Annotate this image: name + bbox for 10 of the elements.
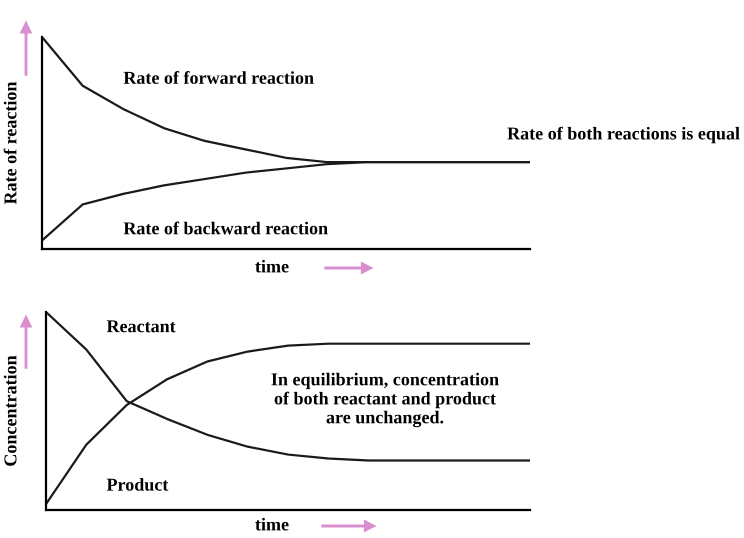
annotation: In equilibrium, concentration of both reactant and product are unchanged.: [272, 372, 499, 428]
series-label: Product: [106, 478, 168, 491]
series-label: Rate of backward reaction: [124, 222, 328, 234]
annotation: Rate of both reactions is equal: [507, 126, 740, 144]
series-label: Reactant: [106, 320, 176, 332]
series-label: Rate of forward reaction: [124, 71, 314, 84]
y-axis-title: Concentration: [4, 356, 17, 466]
y-axis-title: Rate of reaction: [4, 82, 17, 204]
x-axis-title: time: [255, 518, 289, 531]
x-axis-title: time: [255, 260, 289, 273]
